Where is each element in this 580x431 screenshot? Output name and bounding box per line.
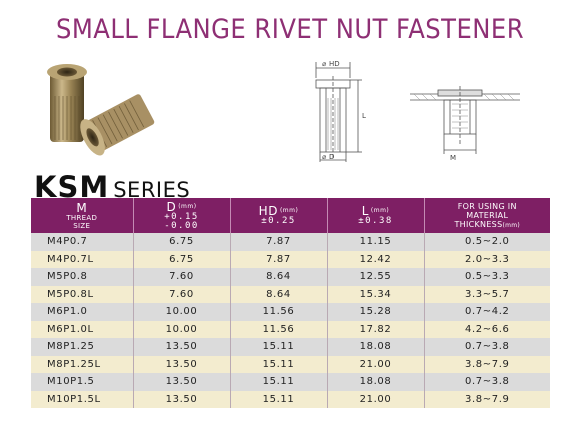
cell-d: 7.60 — [133, 285, 231, 303]
cell-thread: M8P1.25 — [31, 338, 134, 356]
header-hd: HD (mm) ±0.25 — [230, 198, 328, 233]
table-row: M5P0.8 7.60 8.64 12.55 0.5~3.3 — [31, 268, 550, 286]
cell-d: 10.00 — [133, 320, 231, 338]
table-row: M10P1.5L 13.50 15.11 21.00 3.8~7.9 — [31, 390, 550, 408]
table-row: M6P1.0L 10.00 11.56 17.82 4.2~6.6 — [31, 320, 550, 338]
cell-hd: 15.11 — [230, 338, 328, 356]
cell-l: 17.82 — [327, 320, 425, 338]
cell-thickness: 0.7~4.2 — [424, 303, 550, 321]
cell-thickness: 0.7~3.8 — [424, 373, 550, 391]
table-row: M8P1.25L 13.50 15.11 21.00 3.8~7.9 — [31, 355, 550, 373]
table-row: M5P0.8L 7.60 8.64 15.34 3.3~5.7 — [31, 285, 550, 303]
cell-thickness: 0.7~3.8 — [424, 338, 550, 356]
header-d: D (mm) +0.15 -0.00 — [133, 198, 231, 233]
cell-thread: M6P1.0L — [31, 320, 134, 338]
table-row: M8P1.25 13.50 15.11 18.08 0.7~3.8 — [31, 338, 550, 356]
cell-thread: M6P1.0 — [31, 303, 134, 321]
cell-thickness: 0.5~3.3 — [424, 268, 550, 286]
cell-l: 21.00 — [327, 390, 425, 408]
rivet-nut-upright — [47, 64, 87, 142]
cell-d: 13.50 — [133, 373, 231, 391]
cell-d: 7.60 — [133, 268, 231, 286]
cell-thickness: 2.0~3.3 — [424, 250, 550, 268]
svg-text:⌀: ⌀ — [322, 60, 326, 68]
cell-hd: 11.56 — [230, 320, 328, 338]
cell-l: 12.55 — [327, 268, 425, 286]
cell-thickness: 3.8~7.9 — [424, 355, 550, 373]
cell-l: 12.42 — [327, 250, 425, 268]
cell-l: 15.28 — [327, 303, 425, 321]
cell-d: 6.75 — [133, 233, 231, 251]
cell-l: 18.08 — [327, 338, 425, 356]
cell-hd: 7.87 — [230, 250, 328, 268]
cell-thread: M8P1.25L — [31, 355, 134, 373]
cell-hd: 15.11 — [230, 355, 328, 373]
cell-d: 13.50 — [133, 355, 231, 373]
cell-thread: M4P0.7L — [31, 250, 134, 268]
installed-section-drawing: M — [410, 86, 520, 162]
cell-thickness: 3.3~5.7 — [424, 285, 550, 303]
m-label: M — [450, 154, 456, 162]
cell-thread: M5P0.8L — [31, 285, 134, 303]
cell-d: 13.50 — [133, 390, 231, 408]
header-row: M THREAD SIZE D (mm) +0.15 -0.00 HD (mm) ±… — [31, 198, 550, 233]
header-l: L (mm) ±0.38 — [327, 198, 425, 233]
spec-table: M THREAD SIZE D (mm) +0.15 -0.00 HD (mm) ±… — [31, 198, 550, 408]
table-row: M4P0.7L 6.75 7.87 12.42 2.0~3.3 — [31, 250, 550, 268]
page-title: SMALL FLANGE RIVET NUT FASTENER — [55, 14, 525, 45]
rivet-nut-lying — [80, 94, 155, 156]
table-row: M10P1.5 13.50 15.11 18.08 0.7~3.8 — [31, 373, 550, 391]
cell-hd: 15.11 — [230, 373, 328, 391]
hd-label: HD — [329, 60, 340, 68]
table-row: M4P0.7 6.75 7.87 11.15 0.5~2.0 — [31, 233, 550, 251]
cell-hd: 15.11 — [230, 390, 328, 408]
cell-l: 21.00 — [327, 355, 425, 373]
l-label: L — [362, 112, 366, 120]
cell-thread: M4P0.7 — [31, 233, 134, 251]
svg-text:⌀: ⌀ — [322, 153, 326, 161]
table-row: M6P1.0 10.00 11.56 15.28 0.7~4.2 — [31, 303, 550, 321]
cell-l: 18.08 — [327, 373, 425, 391]
cell-d: 10.00 — [133, 303, 231, 321]
d-label: D — [329, 153, 334, 161]
header-thickness: FOR USING IN MATERIAL THICKNESS(mm) — [424, 198, 550, 233]
cell-thickness: 4.2~6.6 — [424, 320, 550, 338]
header-thread: M THREAD SIZE — [31, 198, 134, 233]
cell-hd: 7.87 — [230, 233, 328, 251]
cell-thread: M10P1.5 — [31, 373, 134, 391]
cell-hd: 8.64 — [230, 268, 328, 286]
cell-l: 11.15 — [327, 233, 425, 251]
cell-thread: M10P1.5L — [31, 390, 134, 408]
dimension-drawing: ⌀ HD L ⌀ D — [315, 60, 366, 162]
cell-d: 6.75 — [133, 250, 231, 268]
cell-d: 13.50 — [133, 338, 231, 356]
cell-thickness: 3.8~7.9 — [424, 390, 550, 408]
rivet-nut-photo — [47, 64, 155, 156]
cell-hd: 11.56 — [230, 303, 328, 321]
cell-hd: 8.64 — [230, 285, 328, 303]
cell-thickness: 0.5~2.0 — [424, 233, 550, 251]
cell-thread: M5P0.8 — [31, 268, 134, 286]
cell-l: 15.34 — [327, 285, 425, 303]
